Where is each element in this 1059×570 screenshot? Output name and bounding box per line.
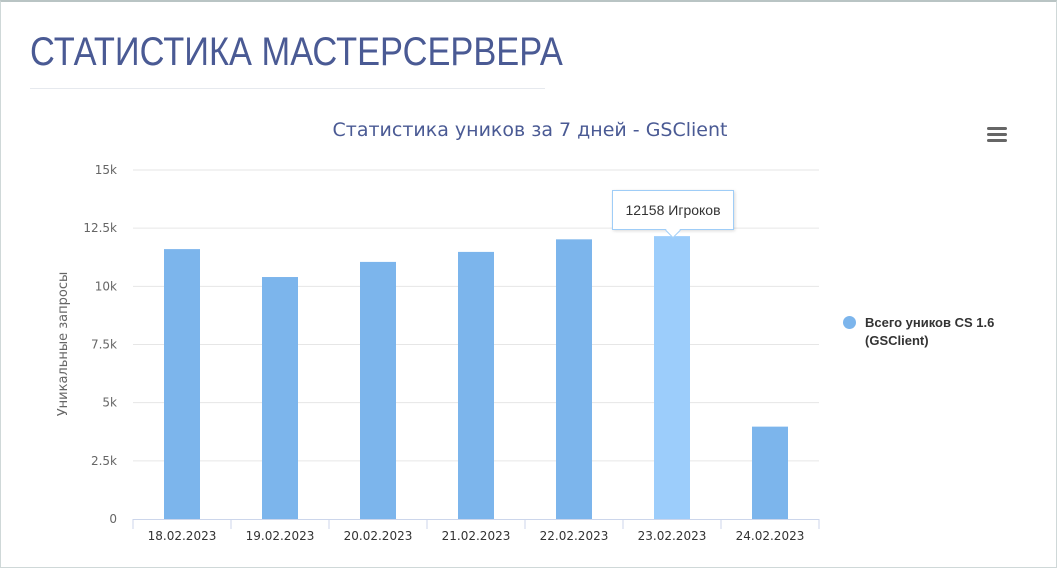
x-tick-label: 18.02.2023 — [148, 529, 217, 543]
bar-23.02.2023[interactable] — [654, 236, 690, 519]
bar-20.02.2023[interactable] — [360, 261, 396, 519]
x-tick-label: 23.02.2023 — [638, 529, 707, 543]
bar-19.02.2023[interactable] — [262, 277, 298, 519]
y-tick-label: 2.5k — [91, 454, 117, 468]
x-tick-label: 20.02.2023 — [344, 529, 413, 543]
legend-label: Всего уников CS 1.6 (GSClient) — [865, 315, 995, 348]
y-tick-label: 5k — [102, 396, 117, 410]
bar-24.02.2023[interactable] — [752, 426, 788, 519]
y-axis-label: Уникальные запросы — [56, 272, 71, 417]
tooltip-text: 12158 Игроков — [625, 202, 721, 218]
bar-tooltip: 12158 Игроков — [612, 190, 734, 239]
page-title: СТАТИСТИКА МАСТЕРСЕРВЕРА — [30, 30, 563, 74]
y-tick-label: 7.5k — [91, 338, 117, 352]
hamburger-menu-icon[interactable] — [985, 124, 1009, 146]
y-tick-label: 0 — [109, 512, 117, 526]
x-tick-label: 24.02.2023 — [736, 529, 805, 543]
y-tick-label: 10k — [95, 279, 117, 293]
bar-18.02.2023[interactable] — [164, 249, 200, 519]
y-tick-label: 12.5k — [83, 221, 117, 235]
y-tick-label: 15k — [95, 163, 117, 177]
title-divider — [30, 88, 545, 89]
legend-marker — [843, 316, 856, 329]
bar-22.02.2023[interactable] — [556, 239, 592, 520]
x-tick-label: 22.02.2023 — [540, 529, 609, 543]
x-tick-label: 21.02.2023 — [442, 529, 511, 543]
chart-title: Статистика уников за 7 дней - GSClient — [332, 119, 727, 141]
bar-21.02.2023[interactable] — [458, 251, 494, 519]
x-tick-label: 19.02.2023 — [246, 529, 315, 543]
